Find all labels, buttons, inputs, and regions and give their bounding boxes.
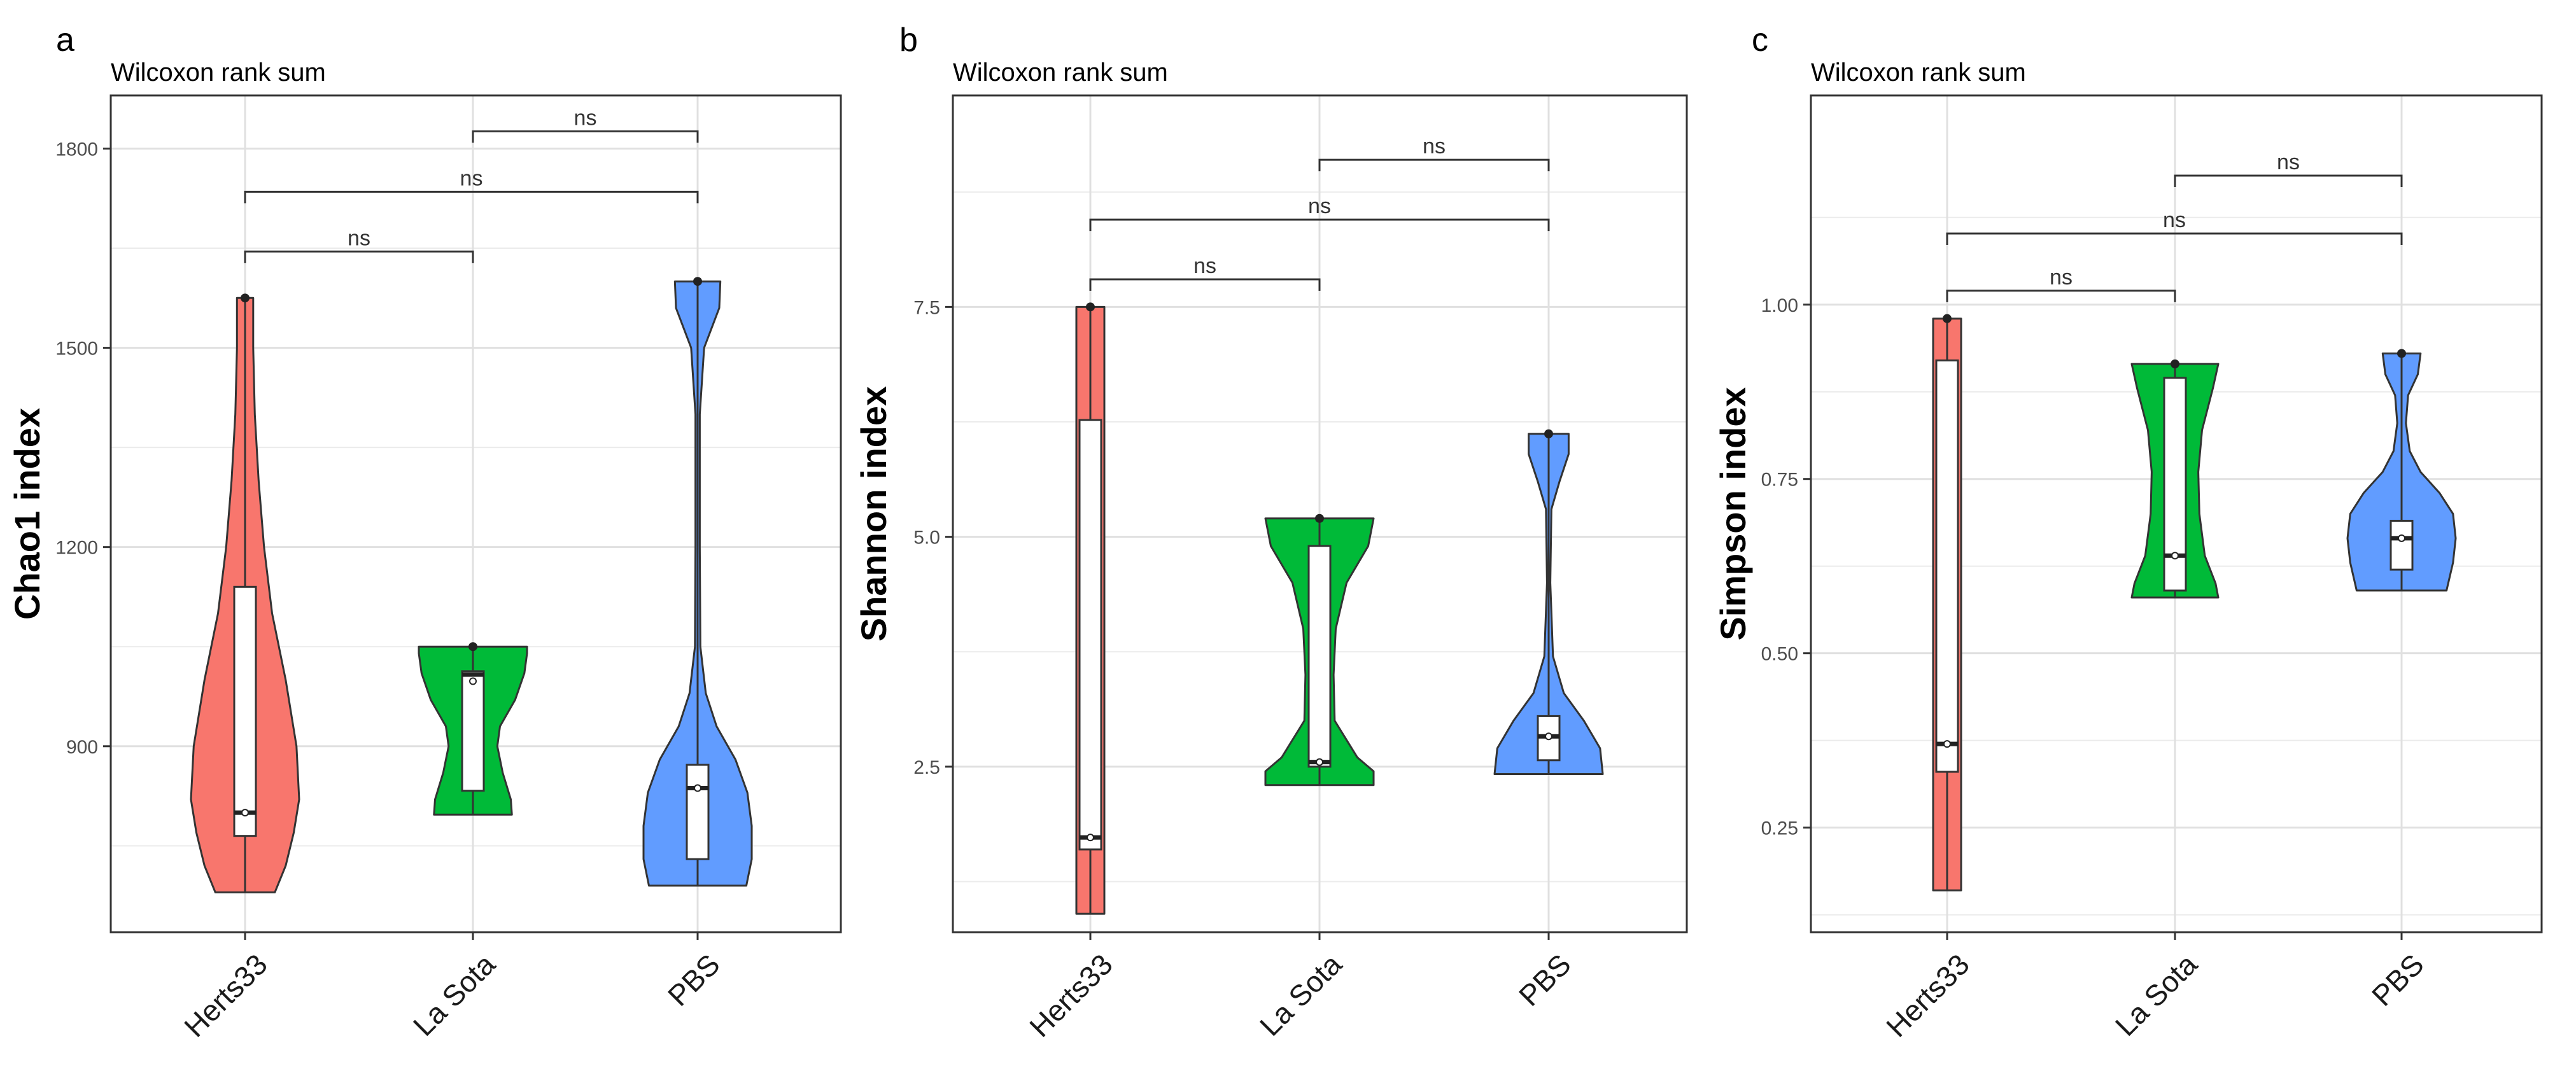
significance-label: ns (574, 106, 597, 130)
significance-label: ns (1423, 134, 1446, 158)
y-axis-title: Shannon index (854, 386, 894, 641)
y-tick-label: 0.50 (1761, 644, 1798, 665)
group-herts33 (190, 293, 300, 893)
group-pbs (2346, 349, 2457, 592)
max-point (241, 293, 250, 303)
mean-point (1316, 758, 1323, 766)
panel-a: a Wilcoxon rank sum ns ns ns 900 1200 1500 1800 H… (7, 22, 842, 1044)
significance-label: ns (2277, 150, 2300, 174)
box (1307, 545, 1332, 768)
panel-label: a (56, 22, 74, 59)
max-point (1544, 429, 1553, 438)
grid (953, 95, 1687, 932)
comparison-bracket: ns (1946, 265, 2176, 302)
panel-label: b (899, 22, 918, 59)
mean-point (2171, 552, 2179, 560)
significance-label: ns (348, 226, 370, 250)
mean-point (241, 809, 249, 817)
mean-point (469, 677, 477, 685)
y-tick-label: 2.5 (913, 757, 940, 778)
bracket-line (1946, 290, 2176, 302)
y-axis-title: Chao1 index (7, 408, 47, 620)
x-tick-label: La Sota (1253, 947, 1348, 1042)
mean-point (1943, 740, 1951, 748)
max-point (1943, 314, 1952, 323)
max-point (1086, 302, 1095, 312)
group-pbs (642, 277, 753, 887)
y-tick-label: 1200 (55, 538, 98, 559)
panel-b: b Wilcoxon rank sum ns ns ns 2.5 5.0 7.5 Herts33… (854, 22, 1688, 1044)
mean-point (694, 784, 701, 792)
bracket-line (1946, 232, 2403, 245)
significance-label: ns (1193, 254, 1216, 278)
max-point (2171, 359, 2179, 368)
x-tick-label: La Sota (2109, 947, 2204, 1042)
box (461, 670, 485, 792)
y-axis-title: Simpson index (1713, 387, 1753, 640)
y-tick-label: 0.75 (1761, 470, 1798, 491)
x-tick-label: Herts33 (1023, 947, 1119, 1044)
comparison-bracket: ns (244, 166, 699, 204)
group-la-sota (1264, 514, 1375, 786)
panel-c: c Wilcoxon rank sum ns ns ns 0.25 0.50 0.75 1.00… (1713, 22, 2543, 1044)
significance-label: ns (1308, 194, 1331, 218)
max-point (1315, 514, 1324, 523)
box (233, 585, 257, 837)
panel-border (1810, 94, 2543, 933)
x-tick-label: PBS (1512, 947, 1577, 1012)
box (2389, 519, 2414, 571)
mean-point (1545, 732, 1552, 741)
x-tick-label: Herts33 (178, 947, 274, 1044)
panel-subtitle: Wilcoxon rank sum (1811, 59, 2026, 87)
comparison-bracket: ns (2174, 150, 2403, 188)
box (686, 764, 710, 860)
box (1935, 359, 1959, 773)
bracket-line (1089, 278, 1321, 291)
panel-label: c (1752, 22, 1768, 59)
x-tick-label: Herts33 (1880, 947, 1976, 1044)
comparison-bracket: ns (472, 106, 699, 143)
max-point (693, 277, 702, 286)
group-la-sota (418, 642, 528, 816)
panel-border (109, 94, 842, 933)
y-tick-label: 5.0 (913, 528, 940, 548)
y-tick-label: 0.25 (1761, 818, 1798, 839)
comparison-bracket: ns (1946, 208, 2403, 245)
group-la-sota (2130, 359, 2220, 599)
x-tick-label: PBS (661, 947, 726, 1012)
significance-label: ns (460, 166, 483, 190)
group-herts33 (1075, 302, 1106, 915)
max-point (2397, 349, 2406, 358)
comparison-bracket: ns (1318, 134, 1550, 172)
panel-subtitle: Wilcoxon rank sum (111, 59, 326, 87)
bracket-line (472, 130, 699, 143)
significance-label: ns (2163, 208, 2186, 232)
panel-subtitle: Wilcoxon rank sum (953, 59, 1168, 87)
comparison-bracket: ns (1089, 194, 1550, 232)
group-pbs (1493, 429, 1604, 775)
mean-point (1087, 834, 1094, 842)
y-tick-label: 1.00 (1761, 295, 1798, 316)
max-point (468, 642, 477, 652)
y-tick-label: 1800 (55, 139, 98, 160)
group-herts33 (1932, 314, 1962, 891)
comparison-bracket: ns (1089, 254, 1321, 291)
mean-point (2398, 534, 2405, 542)
bracket-line (244, 190, 699, 204)
bracket-line (1318, 158, 1550, 172)
bracket-line (1089, 218, 1550, 232)
significance-label: ns (2050, 265, 2073, 290)
y-tick-label: 1500 (55, 339, 98, 360)
y-tick-label: 7.5 (913, 297, 940, 318)
x-tick-label: La Sota (407, 947, 502, 1042)
comparison-bracket: ns (244, 226, 474, 263)
x-tick-label: PBS (2365, 947, 2430, 1012)
box (1078, 419, 1102, 851)
bracket-line (2174, 174, 2403, 188)
bracket-line (244, 250, 474, 263)
y-tick-label: 900 (66, 737, 98, 758)
